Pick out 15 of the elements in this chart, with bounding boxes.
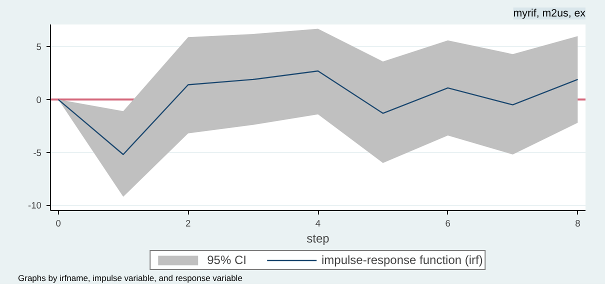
- text: Graphs by irfname, impulse variable, and response variable: [18, 272, 242, 284]
- y-tick-label: 5: [36, 42, 42, 52]
- y-tick-label: -5: [33, 148, 42, 158]
- x-tick-label: 0: [56, 218, 61, 228]
- x-axis-title: step: [306, 232, 330, 246]
- x-tick-label: 8: [575, 218, 580, 228]
- chart-title: myrif, m2us, ex: [513, 8, 586, 20]
- line-series: [58, 70, 578, 156]
- x-tick-label: 4: [315, 218, 321, 228]
- x-tick-label: 2: [186, 218, 191, 228]
- y-tick-label: -10: [28, 200, 42, 211]
- y-tick-label: 0: [36, 95, 42, 106]
- legend-label: 95% CI: [207, 253, 246, 267]
- x-tick-label: 6: [445, 218, 450, 228]
- legend-label: impulse-response function (irf): [321, 253, 483, 267]
